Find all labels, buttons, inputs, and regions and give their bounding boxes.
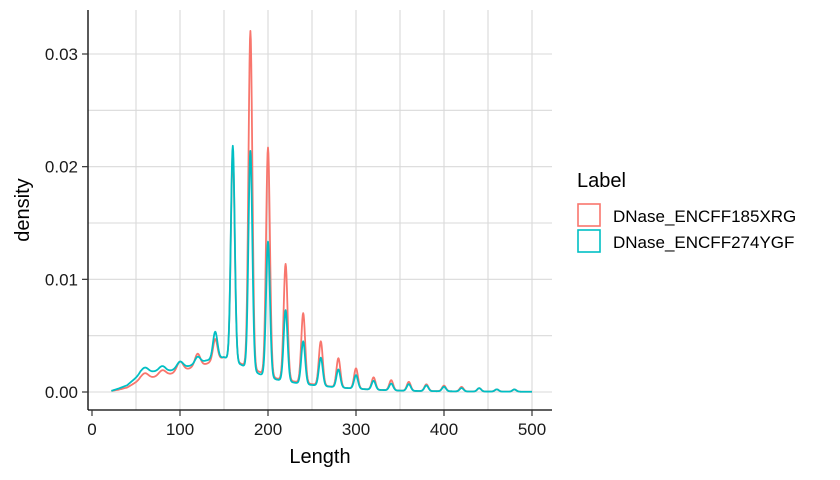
axes: [82, 10, 552, 416]
legend-key-2: [577, 229, 601, 253]
grid: [88, 10, 552, 410]
x-tick-label: 0: [87, 420, 96, 439]
series-line-1: [110, 30, 533, 393]
legend: Label DNase_ENCFF185XRG DNase_ENCFF274YG…: [577, 170, 796, 253]
x-tick-label: 300: [342, 420, 370, 439]
legend-label-1: DNase_ENCFF185XRG: [613, 207, 796, 226]
series-lines: [110, 30, 533, 393]
y-tick-label: 0.02: [45, 158, 78, 177]
series-line-2: [110, 144, 533, 393]
legend-title: Label: [577, 170, 626, 192]
y-tick-label: 0.01: [45, 270, 78, 289]
tick-labels: 0 100 200 300 400 500 0.00 0.01 0.02 0.03: [45, 45, 546, 439]
x-tick-label: 500: [518, 420, 546, 439]
x-tick-label: 100: [166, 420, 194, 439]
x-tick-label: 200: [254, 420, 282, 439]
y-tick-label: 0.00: [45, 383, 78, 402]
legend-key-1: [577, 203, 601, 227]
y-tick-label: 0.03: [45, 45, 78, 64]
x-tick-label: 400: [430, 420, 458, 439]
legend-label-2: DNase_ENCFF274YGF: [613, 233, 794, 252]
x-axis-title: Length: [289, 446, 350, 468]
legend-item-1: DNase_ENCFF185XRG: [577, 203, 796, 227]
legend-item-2: DNase_ENCFF274YGF: [577, 229, 794, 253]
y-axis-title: density: [12, 178, 34, 241]
